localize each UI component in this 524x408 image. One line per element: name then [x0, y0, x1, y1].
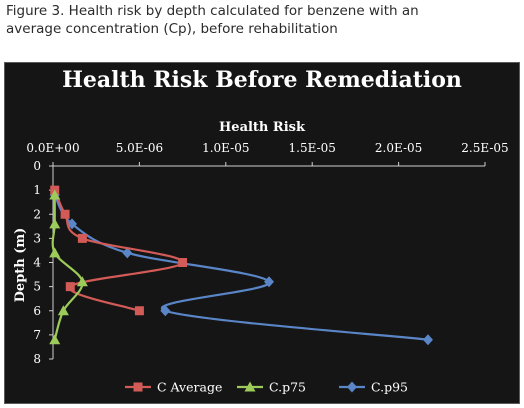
- data-point: [264, 276, 274, 288]
- series-line: [53, 194, 429, 341]
- series-c-p95: [49, 189, 433, 346]
- legend-entry: C.p95: [339, 380, 408, 395]
- series-layer: [49, 185, 433, 346]
- data-point: [122, 247, 133, 259]
- y-tick-label: 7: [33, 328, 41, 342]
- y-tick-label: 6: [33, 304, 41, 318]
- legend-entry: C.p75: [237, 380, 306, 395]
- legend-label: C.p75: [269, 380, 306, 395]
- data-point: [49, 189, 61, 200]
- data-point: [160, 305, 171, 317]
- data-point: [76, 276, 88, 287]
- y-tick-label: 3: [33, 231, 41, 245]
- x-tick-label: 2.0E-05: [375, 141, 422, 155]
- x-tick-label: 5.0E-06: [116, 141, 163, 155]
- y-tick-label: 2: [33, 207, 41, 221]
- x-tick-label: 1.5E-05: [289, 141, 336, 155]
- data-point: [67, 218, 78, 230]
- x-tick-label: 0.0E+00: [26, 141, 79, 155]
- data-point: [65, 282, 75, 292]
- data-point: [57, 305, 69, 316]
- chart-title: Health Risk Before Remediation: [62, 67, 462, 93]
- axes: 0.0E+00 5.0E-06 1.0E-05 1.5E-05 2.0E-05 2.5E-…: [26, 141, 508, 366]
- x-axis-label: Health Risk: [219, 120, 306, 135]
- y-tick-label: 5: [33, 280, 41, 294]
- x-tick-label: 2.5E-05: [461, 141, 508, 155]
- y-tick-label: 8: [33, 352, 41, 366]
- chart-svg: Health Risk Before Remediation Health Ri…: [13, 67, 509, 395]
- figure-caption: Figure 3. Health risk by depth calculate…: [6, 3, 419, 37]
- legend-label: C.p95: [371, 380, 408, 395]
- data-point: [49, 247, 61, 258]
- legend: C Average C.p75 C.p95: [125, 380, 408, 395]
- data-point: [77, 233, 87, 243]
- legend-marker: [133, 382, 143, 392]
- legend-entry: C Average: [125, 380, 222, 395]
- x-tick-label: 1.0E-05: [202, 141, 249, 155]
- data-point: [422, 334, 433, 346]
- chart-frame: Health Risk Before Remediation Health Ri…: [4, 62, 520, 404]
- data-point: [49, 218, 61, 229]
- series-c-p75: [49, 189, 88, 345]
- data-point: [134, 306, 144, 316]
- data-point: [49, 334, 61, 345]
- y-tick-label: 4: [33, 256, 41, 270]
- data-point: [60, 209, 70, 219]
- legend-marker: [244, 381, 256, 392]
- y-axis-label: Depth (m): [13, 228, 28, 303]
- data-point: [178, 258, 188, 267]
- y-tick-label: 1: [33, 183, 41, 197]
- y-tick-label: 0: [33, 159, 41, 173]
- legend-marker: [347, 381, 357, 393]
- legend-label: C Average: [157, 380, 222, 395]
